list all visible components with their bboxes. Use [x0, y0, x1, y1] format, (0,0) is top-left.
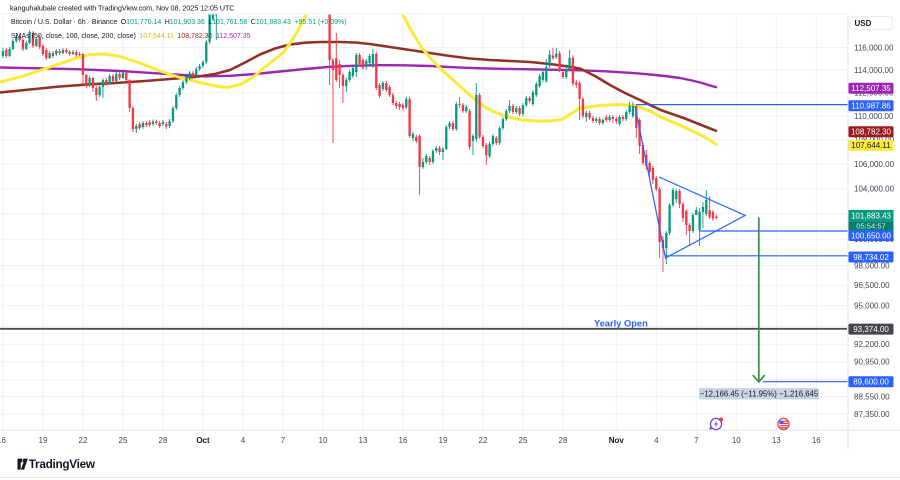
- svg-text:16: 16: [812, 436, 821, 445]
- svg-text:112,507.35: 112,507.35: [851, 84, 891, 93]
- svg-text:110,987.86: 110,987.86: [851, 102, 891, 111]
- svg-text:28: 28: [559, 436, 568, 445]
- svg-text:89,600.00: 89,600.00: [853, 378, 889, 387]
- svg-text:13: 13: [772, 436, 781, 445]
- svg-text:110,000.00: 110,000.00: [854, 112, 894, 121]
- svg-text:13: 13: [359, 436, 368, 445]
- svg-text:90,950.00: 90,950.00: [854, 358, 890, 367]
- svg-text:22: 22: [479, 436, 488, 445]
- svg-text:108,782.30: 108,782.30: [851, 128, 892, 137]
- svg-text:16: 16: [399, 436, 408, 445]
- svg-text:Bitcoin / U.S. Dollar · 6h · B: Bitcoin / U.S. Dollar · 6h · Binance O10…: [11, 19, 347, 26]
- svg-text:101,883.43: 101,883.43: [851, 212, 892, 221]
- svg-text:96,500.00: 96,500.00: [854, 281, 890, 290]
- svg-text:USD: USD: [855, 19, 872, 28]
- svg-text:28: 28: [159, 436, 168, 445]
- svg-text:kanguhalubale created with Tra: kanguhalubale created with TradingView.c…: [10, 4, 234, 13]
- svg-text:116,000.00: 116,000.00: [854, 43, 894, 52]
- svg-text:7: 7: [281, 436, 286, 445]
- svg-text:−12,166.45 (−11.95%) −1,216,64: −12,166.45 (−11.95%) −1,216,645: [700, 390, 819, 399]
- svg-text:87,350.00: 87,350.00: [854, 410, 890, 419]
- svg-text:SMAs (50, close, 100, close, 2: SMAs (50, close, 100, close, 200, close)…: [11, 33, 251, 40]
- svg-text:Yearly Open: Yearly Open: [594, 319, 648, 329]
- svg-text:Oct: Oct: [196, 436, 210, 445]
- svg-text:104,000.00: 104,000.00: [854, 184, 895, 193]
- svg-text:4: 4: [654, 436, 659, 445]
- svg-text:106,000.00: 106,000.00: [854, 160, 895, 169]
- svg-text:19: 19: [39, 436, 48, 445]
- svg-text:4: 4: [241, 436, 246, 445]
- svg-text:92,200.00: 92,200.00: [854, 340, 890, 349]
- svg-text:Nov: Nov: [609, 436, 625, 445]
- svg-text:114,000.00: 114,000.00: [854, 66, 894, 75]
- svg-text:10: 10: [732, 436, 741, 445]
- svg-text:93,374.00: 93,374.00: [853, 325, 889, 334]
- svg-text:TradingView: TradingView: [29, 457, 96, 471]
- svg-text:22: 22: [79, 436, 88, 445]
- svg-text:95,000.00: 95,000.00: [854, 301, 890, 310]
- svg-text:7: 7: [694, 436, 699, 445]
- svg-text:16: 16: [0, 436, 6, 445]
- svg-text:107,644.11: 107,644.11: [851, 141, 891, 150]
- svg-text:19: 19: [439, 436, 448, 445]
- svg-text:25: 25: [119, 436, 128, 445]
- svg-text:05:54:57: 05:54:57: [856, 222, 886, 231]
- svg-text:25: 25: [519, 436, 528, 445]
- svg-text:98,734.02: 98,734.02: [853, 253, 889, 262]
- svg-text:10: 10: [319, 436, 328, 445]
- svg-text:98,000.00: 98,000.00: [854, 261, 890, 270]
- svg-text:100,650.00: 100,650.00: [851, 231, 892, 240]
- svg-text:88,550.00: 88,550.00: [854, 392, 890, 401]
